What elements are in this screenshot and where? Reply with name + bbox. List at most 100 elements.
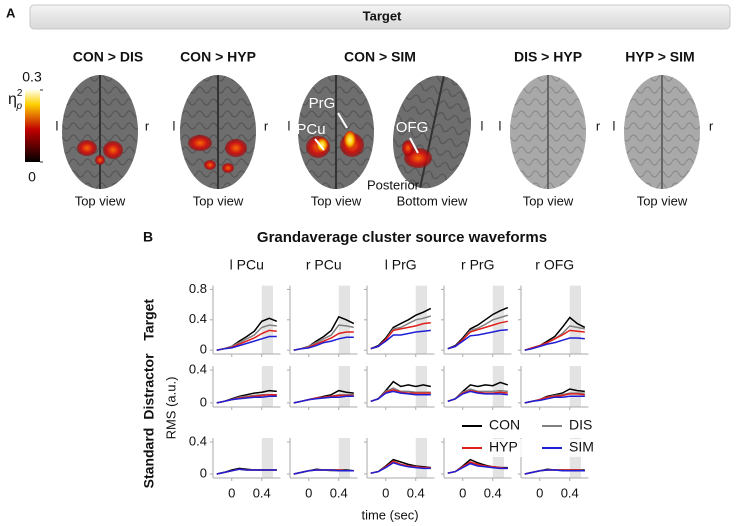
y-tick-label: 0.8 <box>189 281 207 296</box>
activation-blob <box>225 139 247 157</box>
orientation-label: l <box>613 118 616 133</box>
x-tick-label: 0 <box>305 485 312 500</box>
header-title: Target <box>363 8 402 23</box>
activation-blob <box>77 140 97 156</box>
series-line <box>370 307 432 350</box>
x-tick-label: 0.4 <box>484 485 502 500</box>
orientation-label: l <box>56 118 59 133</box>
y-tick-label: 0 <box>200 342 207 357</box>
brain <box>62 75 138 189</box>
series-line <box>447 328 508 350</box>
series-line <box>447 462 508 474</box>
y-tick-label: 0.4 <box>189 311 207 326</box>
annotation-arrow <box>337 112 348 129</box>
annotation-arrow <box>409 137 419 154</box>
colorbar-label-sup: 2 <box>17 88 23 99</box>
shaded-window <box>569 366 581 407</box>
y-tick-label: 0 <box>200 465 207 480</box>
legend-label: CON <box>489 417 520 433</box>
legend-label: HYP <box>489 439 518 455</box>
shaded-window <box>492 285 504 354</box>
contrast-title: CON > DIS <box>73 49 143 65</box>
activation-blob <box>344 131 356 149</box>
orientation-label: r <box>264 118 269 133</box>
legend-bg <box>540 439 614 457</box>
annotation-arrow <box>314 138 325 151</box>
x-tick-label: 0 <box>536 485 543 500</box>
y-tick-label: 0.4 <box>189 433 207 448</box>
series-line <box>524 337 585 351</box>
shaded-window <box>415 366 427 407</box>
legend-label: DIS <box>569 417 592 433</box>
view-label: Top view <box>523 193 574 208</box>
colorbar <box>25 90 40 162</box>
series-line <box>370 461 431 474</box>
x-tick-label: 0.4 <box>561 485 579 500</box>
shaded-window <box>415 438 427 478</box>
series-line <box>447 390 508 403</box>
column-title: r OFG <box>535 257 574 273</box>
orientation-label: r <box>596 118 601 133</box>
series-line <box>216 468 277 475</box>
series-line <box>524 469 585 475</box>
colorbar-label-main: η <box>8 91 17 108</box>
shaded-window <box>338 366 350 407</box>
row-label: Distractor <box>141 353 157 420</box>
y-tick-label: 0.4 <box>189 362 207 377</box>
x-tick-label: 0 <box>459 485 466 500</box>
activation-blob <box>204 160 216 170</box>
colorbar-tick-label: 0.3 <box>22 69 42 85</box>
view-label: Top view <box>75 193 126 208</box>
row-label: Target <box>141 299 157 341</box>
annotation: Posterior <box>367 177 420 192</box>
annotation: PCu <box>296 121 325 138</box>
panel-label: B <box>143 229 153 245</box>
legend-bg <box>460 417 534 435</box>
x-axis-label: time (sec) <box>361 507 418 522</box>
contrast-title: HYP > SIM <box>625 49 694 65</box>
column-title: l PrG <box>385 257 417 273</box>
colorbar-tick-label: 0 <box>28 169 36 185</box>
shaded-window <box>569 285 581 354</box>
contrast-title: DIS > HYP <box>514 49 582 65</box>
brain <box>180 75 256 189</box>
brain <box>624 75 700 189</box>
shaded-window <box>261 438 273 478</box>
x-tick-label: 0 <box>382 485 389 500</box>
row-label: Standard <box>141 428 157 489</box>
activation-blob <box>316 138 328 152</box>
annotation: OFG <box>396 119 429 136</box>
colorbar-label-sub: p <box>15 101 22 112</box>
shaded-window <box>492 366 504 407</box>
orientation-label: r <box>709 118 714 133</box>
x-tick-label: 0.4 <box>330 485 348 500</box>
orientation-label: l <box>288 118 291 133</box>
column-title: l PCu <box>230 257 264 273</box>
shaded-window <box>261 366 273 407</box>
activation-blob <box>402 140 414 156</box>
series-line <box>216 335 277 351</box>
activation-blob <box>188 135 212 151</box>
x-tick-label: 0.4 <box>407 485 425 500</box>
brain-midline <box>419 76 445 188</box>
activation-blob <box>103 141 123 159</box>
orientation-label: l <box>499 118 502 133</box>
activation-blob <box>222 163 234 173</box>
y-axis-label: RMS (a.u.) <box>163 377 178 440</box>
view-label: Top view <box>637 193 688 208</box>
series-line <box>293 395 354 404</box>
view-label: Top view <box>311 193 362 208</box>
series-line <box>293 469 354 475</box>
chart-title: Grandaverage cluster source waveforms <box>257 229 547 246</box>
y-tick-label: 0 <box>200 394 207 409</box>
shaded-window <box>338 438 350 478</box>
legend-label: SIM <box>569 439 594 455</box>
annotation: PrG <box>309 95 336 112</box>
series-line <box>216 395 277 404</box>
series-line <box>293 336 354 351</box>
orientation-label: r <box>145 118 150 133</box>
brain <box>510 75 586 189</box>
x-tick-label: 0.4 <box>253 485 271 500</box>
shaded-window <box>492 438 504 478</box>
